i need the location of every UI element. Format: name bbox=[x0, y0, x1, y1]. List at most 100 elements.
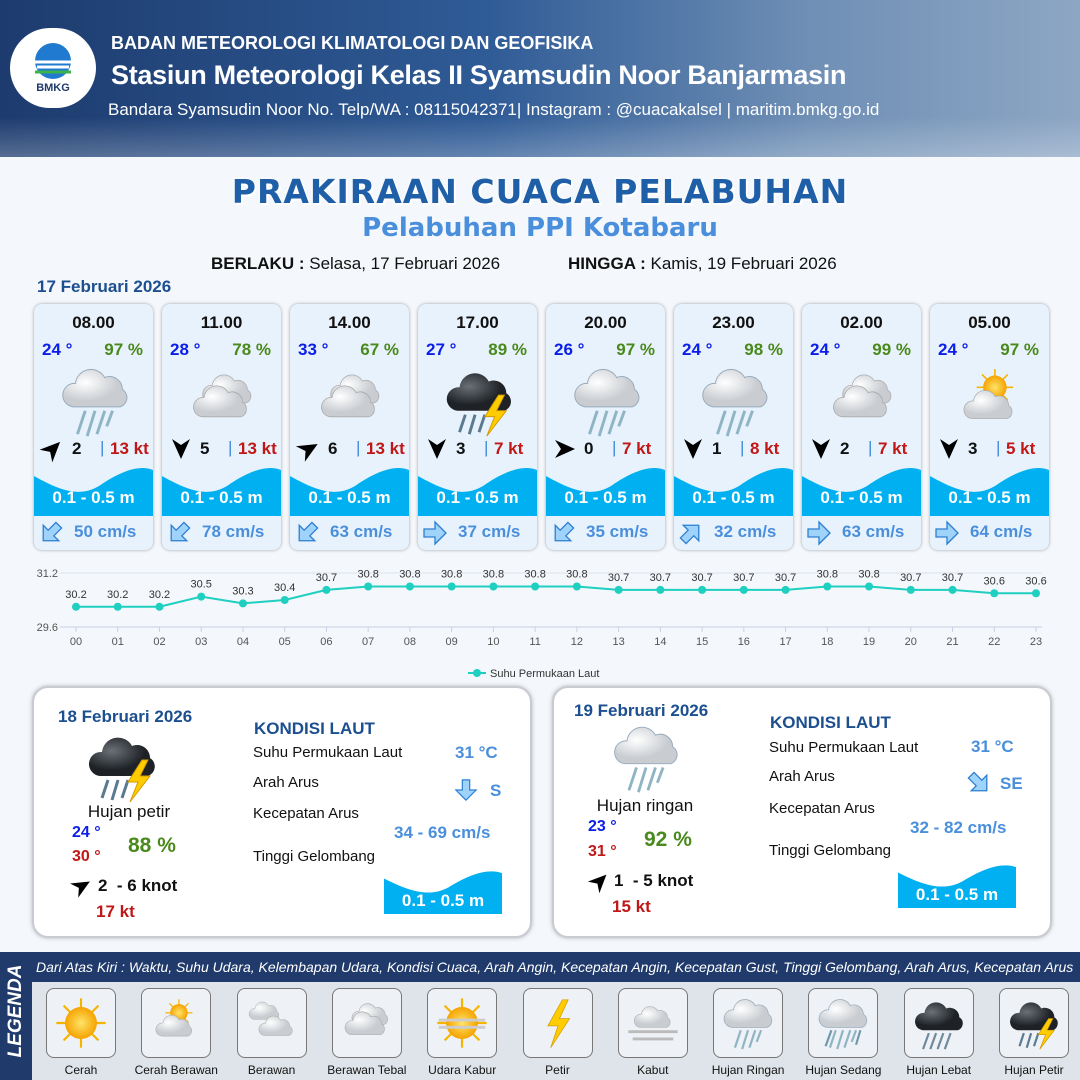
day3-sst: 31 °C bbox=[971, 737, 1014, 756]
wind-info: 5 | 13 kt bbox=[168, 438, 278, 460]
berawan-icon bbox=[243, 994, 301, 1052]
current-info: 78 cm/s bbox=[166, 518, 281, 546]
legend-icon-box bbox=[713, 988, 784, 1058]
berawan-tebal-icon bbox=[824, 362, 902, 440]
data-point bbox=[322, 585, 331, 594]
x-tick-label: 02 bbox=[153, 636, 165, 648]
air-temperature: 24 ° bbox=[810, 340, 841, 359]
day3-wave: 0.1 - 0.5 m bbox=[915, 885, 999, 904]
hujan-lebat-icon bbox=[910, 994, 968, 1050]
legend-icon-box bbox=[617, 988, 688, 1058]
data-point bbox=[865, 582, 874, 591]
day3-wind: 1 - 5 knot bbox=[614, 871, 694, 890]
petir-icon bbox=[529, 994, 587, 1052]
current-direction-icon bbox=[34, 515, 69, 550]
data-point bbox=[197, 592, 206, 601]
x-tick-label: 14 bbox=[654, 636, 666, 648]
forecast-card: 08.00 24 ° 97 % 2 | 13 kt 0.1 - 0.5 m 50… bbox=[34, 304, 153, 550]
current-direction-icon bbox=[934, 520, 960, 546]
logo-text: BMKG bbox=[36, 82, 70, 94]
current-speed: 32 cm/s bbox=[714, 522, 777, 541]
data-point bbox=[990, 589, 999, 598]
header-banner bbox=[0, 0, 1080, 157]
wave-height: 0.1 - 0.5 m bbox=[692, 488, 775, 507]
day3-current-dir-label: Arah Arus bbox=[769, 768, 835, 785]
kabut-icon bbox=[628, 994, 678, 1041]
current-info: 50 cm/s bbox=[38, 518, 153, 546]
legend-item: Berawan bbox=[224, 988, 320, 1077]
legend-icon-box bbox=[522, 988, 593, 1058]
separator: | bbox=[996, 438, 1001, 457]
x-tick-label: 17 bbox=[779, 636, 791, 648]
legend-label: Cerah bbox=[64, 1063, 98, 1077]
day2-panel: 18 Februari 2026 Hujan petir 24 ° 30 ° 8… bbox=[32, 686, 532, 938]
data-label: 30.3 bbox=[232, 585, 253, 597]
data-label: 30.8 bbox=[441, 569, 462, 581]
data-point bbox=[489, 582, 498, 591]
data-point bbox=[614, 585, 623, 594]
humidity: 98 % bbox=[744, 340, 783, 359]
wind-direction-icon bbox=[586, 867, 614, 895]
data-label: 30.7 bbox=[316, 572, 337, 584]
legend-label: Kabut bbox=[637, 1063, 669, 1077]
x-tick-label: 21 bbox=[946, 636, 958, 648]
wind-speed: 3 bbox=[456, 439, 466, 458]
wind-speed: 1 bbox=[712, 439, 722, 458]
data-point bbox=[280, 596, 289, 604]
x-tick-label: 18 bbox=[821, 636, 833, 648]
data-point bbox=[698, 585, 707, 594]
data-point bbox=[113, 602, 122, 611]
valid-to-date: Kamis, 19 Februari 2026 bbox=[650, 254, 837, 273]
data-label: 30.8 bbox=[357, 569, 378, 581]
current-direction-icon bbox=[290, 515, 325, 550]
current-speed: 37 cm/s bbox=[458, 522, 521, 541]
current-speed: 63 cm/s bbox=[330, 522, 393, 541]
hujan-petir-icon bbox=[440, 362, 518, 440]
current-direction-icon bbox=[422, 520, 448, 546]
day2-current-dir: S bbox=[490, 781, 502, 800]
wind-info: 0 | 7 kt bbox=[552, 438, 662, 460]
wave-height: 0.1 - 0.5 m bbox=[52, 488, 135, 507]
forecast-time: 11.00 bbox=[200, 313, 243, 332]
data-point bbox=[739, 585, 748, 594]
x-tick-label: 20 bbox=[905, 636, 917, 648]
separator: | bbox=[868, 438, 873, 457]
x-tick-label: 13 bbox=[612, 636, 624, 648]
valid-from-date: Selasa, 17 Februari 2026 bbox=[309, 254, 501, 273]
forecast-time: 23.00 bbox=[712, 313, 755, 332]
legend-item: Berawan Tebal bbox=[319, 988, 415, 1077]
legend-item: Cerah bbox=[33, 988, 129, 1077]
legend-description: Dari Atas Kiri : Waktu, Suhu Udara, Kele… bbox=[36, 959, 1074, 975]
legend-label: Cerah Berawan bbox=[134, 1063, 218, 1077]
wind-info: 6 | 13 kt bbox=[296, 438, 406, 460]
wave-height: 0.1 - 0.5 m bbox=[308, 488, 391, 507]
day1-date: 17 Februari 2026 bbox=[37, 277, 172, 296]
wind-info: 1 | 8 kt bbox=[680, 438, 790, 460]
separator: | bbox=[228, 438, 233, 457]
data-label: 30.6 bbox=[984, 575, 1005, 587]
current-speed: 50 cm/s bbox=[74, 522, 137, 541]
legend-icon-box bbox=[46, 988, 116, 1058]
current-info: 32 cm/s bbox=[678, 518, 793, 546]
contact-info: Bandara Syamsudin Noor No. Telp/WA : 081… bbox=[108, 100, 880, 119]
current-info: 37 cm/s bbox=[422, 518, 537, 546]
legend-item: Hujan Petir bbox=[986, 988, 1080, 1077]
forecast-card: 11.00 28 ° 78 % 5 | 13 kt 0.1 - 0.5 m 78… bbox=[162, 304, 281, 550]
current-direction-icon bbox=[546, 515, 581, 550]
forecast-time: 02.00 bbox=[840, 313, 883, 332]
bmkg-emblem-icon bbox=[35, 43, 71, 79]
series-line bbox=[76, 585, 1036, 608]
current-speed: 63 cm/s bbox=[842, 522, 905, 541]
forecast-time: 17.00 bbox=[456, 313, 499, 332]
humidity: 78 % bbox=[232, 340, 271, 359]
current-speed: 78 cm/s bbox=[202, 522, 265, 541]
day3-gust: 15 kt bbox=[612, 897, 651, 916]
valid-to: HINGGA : Kamis, 19 Februari 2026 bbox=[568, 254, 837, 274]
day2-wave-label: Tinggi Gelombang bbox=[253, 848, 376, 865]
x-tick-label: 15 bbox=[696, 636, 708, 648]
data-label: 30.5 bbox=[191, 579, 212, 591]
separator: | bbox=[356, 438, 361, 457]
data-label: 30.8 bbox=[524, 569, 545, 581]
current-speed: 35 cm/s bbox=[586, 522, 649, 541]
humidity: 97 % bbox=[1000, 340, 1039, 359]
